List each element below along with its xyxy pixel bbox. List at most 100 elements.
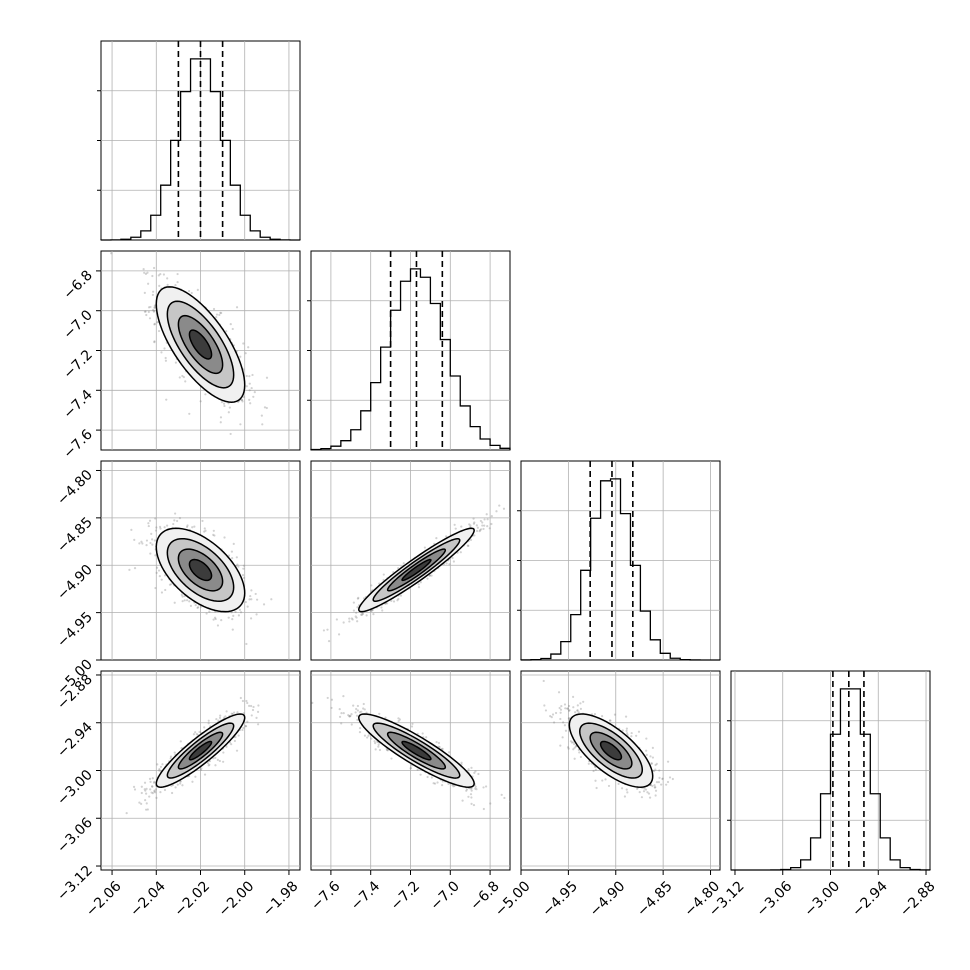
- sample-point: [191, 526, 194, 529]
- sample-point: [212, 529, 215, 532]
- sample-point: [181, 600, 184, 603]
- panel-2-0: [128, 512, 273, 646]
- sample-point: [164, 588, 167, 592]
- sample-point: [187, 289, 191, 293]
- sample-point: [270, 598, 273, 601]
- sample-point: [174, 512, 177, 515]
- sample-point: [153, 780, 156, 783]
- sample-point: [185, 599, 189, 602]
- sample-point: [440, 784, 444, 787]
- sample-point: [500, 793, 503, 796]
- sample-point: [482, 527, 485, 531]
- sample-point: [378, 712, 381, 715]
- sample-point: [223, 716, 226, 719]
- sample-point: [340, 712, 343, 715]
- sample-point: [472, 517, 475, 520]
- sample-point: [160, 351, 163, 354]
- sample-point: [250, 714, 253, 717]
- sample-point: [242, 712, 245, 715]
- sample-point: [154, 517, 157, 520]
- histogram-step-1: [310, 268, 511, 451]
- sample-point: [220, 401, 224, 404]
- sample-point: [227, 616, 230, 619]
- sample-point: [160, 578, 163, 581]
- sample-point: [147, 310, 150, 314]
- sample-point: [437, 741, 441, 745]
- sample-point: [352, 609, 356, 612]
- sample-point: [199, 400, 202, 403]
- sample-point: [574, 711, 577, 714]
- sample-point: [396, 599, 399, 602]
- sample-point: [159, 527, 162, 530]
- sample-point: [147, 522, 150, 525]
- contour-line-2: [372, 722, 461, 779]
- sample-point: [242, 564, 246, 567]
- sample-point: [163, 574, 167, 577]
- sample-point: [219, 714, 222, 717]
- sample-point: [157, 569, 161, 572]
- contour-line-0: [188, 740, 213, 761]
- sample-point: [354, 615, 357, 618]
- sample-point: [250, 589, 253, 592]
- sample-point: [348, 620, 351, 623]
- sample-point: [165, 398, 168, 401]
- sample-point: [242, 567, 245, 570]
- sample-point: [222, 402, 226, 405]
- sample-point: [342, 621, 345, 624]
- sample-point: [624, 715, 628, 718]
- sample-point: [467, 795, 470, 798]
- sample-point: [212, 307, 216, 311]
- sample-point: [183, 599, 186, 602]
- sample-point: [144, 789, 147, 792]
- sample-point: [445, 535, 448, 538]
- sample-point: [554, 711, 558, 715]
- sample-point: [147, 282, 150, 285]
- sample-point: [138, 801, 141, 804]
- sample-point: [153, 340, 156, 343]
- sample-point: [370, 737, 373, 740]
- sample-point: [186, 524, 189, 527]
- sample-point: [356, 704, 360, 708]
- sample-point: [240, 398, 243, 401]
- sample-point: [153, 790, 156, 793]
- sample-point: [245, 374, 248, 378]
- sample-point: [201, 519, 204, 523]
- sample-point: [374, 742, 377, 745]
- sample-point: [419, 773, 422, 776]
- sample-point: [246, 605, 249, 608]
- sample-point: [426, 775, 429, 779]
- sample-point: [410, 725, 414, 728]
- sample-point: [348, 715, 351, 718]
- sample-point: [152, 290, 155, 293]
- sample-point: [178, 516, 182, 520]
- sample-point: [133, 538, 136, 541]
- sample-point: [651, 756, 655, 759]
- sample-point: [469, 793, 473, 796]
- sample-point: [244, 725, 248, 728]
- sample-point: [132, 785, 136, 788]
- sample-point: [377, 745, 380, 748]
- sample-point: [382, 573, 385, 576]
- sample-point: [153, 304, 157, 307]
- sample-point: [349, 714, 352, 717]
- contour-line-3: [357, 527, 475, 613]
- sample-point: [330, 698, 334, 701]
- sample-point: [432, 782, 435, 785]
- sample-point: [468, 523, 471, 526]
- sample-point: [356, 597, 360, 600]
- sample-point: [350, 713, 353, 716]
- sample-point: [163, 347, 166, 350]
- sample-point: [203, 726, 206, 729]
- sample-point: [144, 799, 147, 802]
- sample-point: [567, 717, 571, 720]
- density-band: [189, 741, 212, 760]
- sample-point: [423, 546, 426, 549]
- sample-point: [453, 523, 456, 526]
- contour-line-1: [386, 731, 447, 770]
- sample-point: [153, 323, 156, 326]
- sample-point: [654, 768, 657, 771]
- sample-point: [204, 529, 207, 532]
- sample-point: [229, 432, 232, 436]
- sample-point: [467, 768, 470, 771]
- sample-point: [362, 707, 365, 710]
